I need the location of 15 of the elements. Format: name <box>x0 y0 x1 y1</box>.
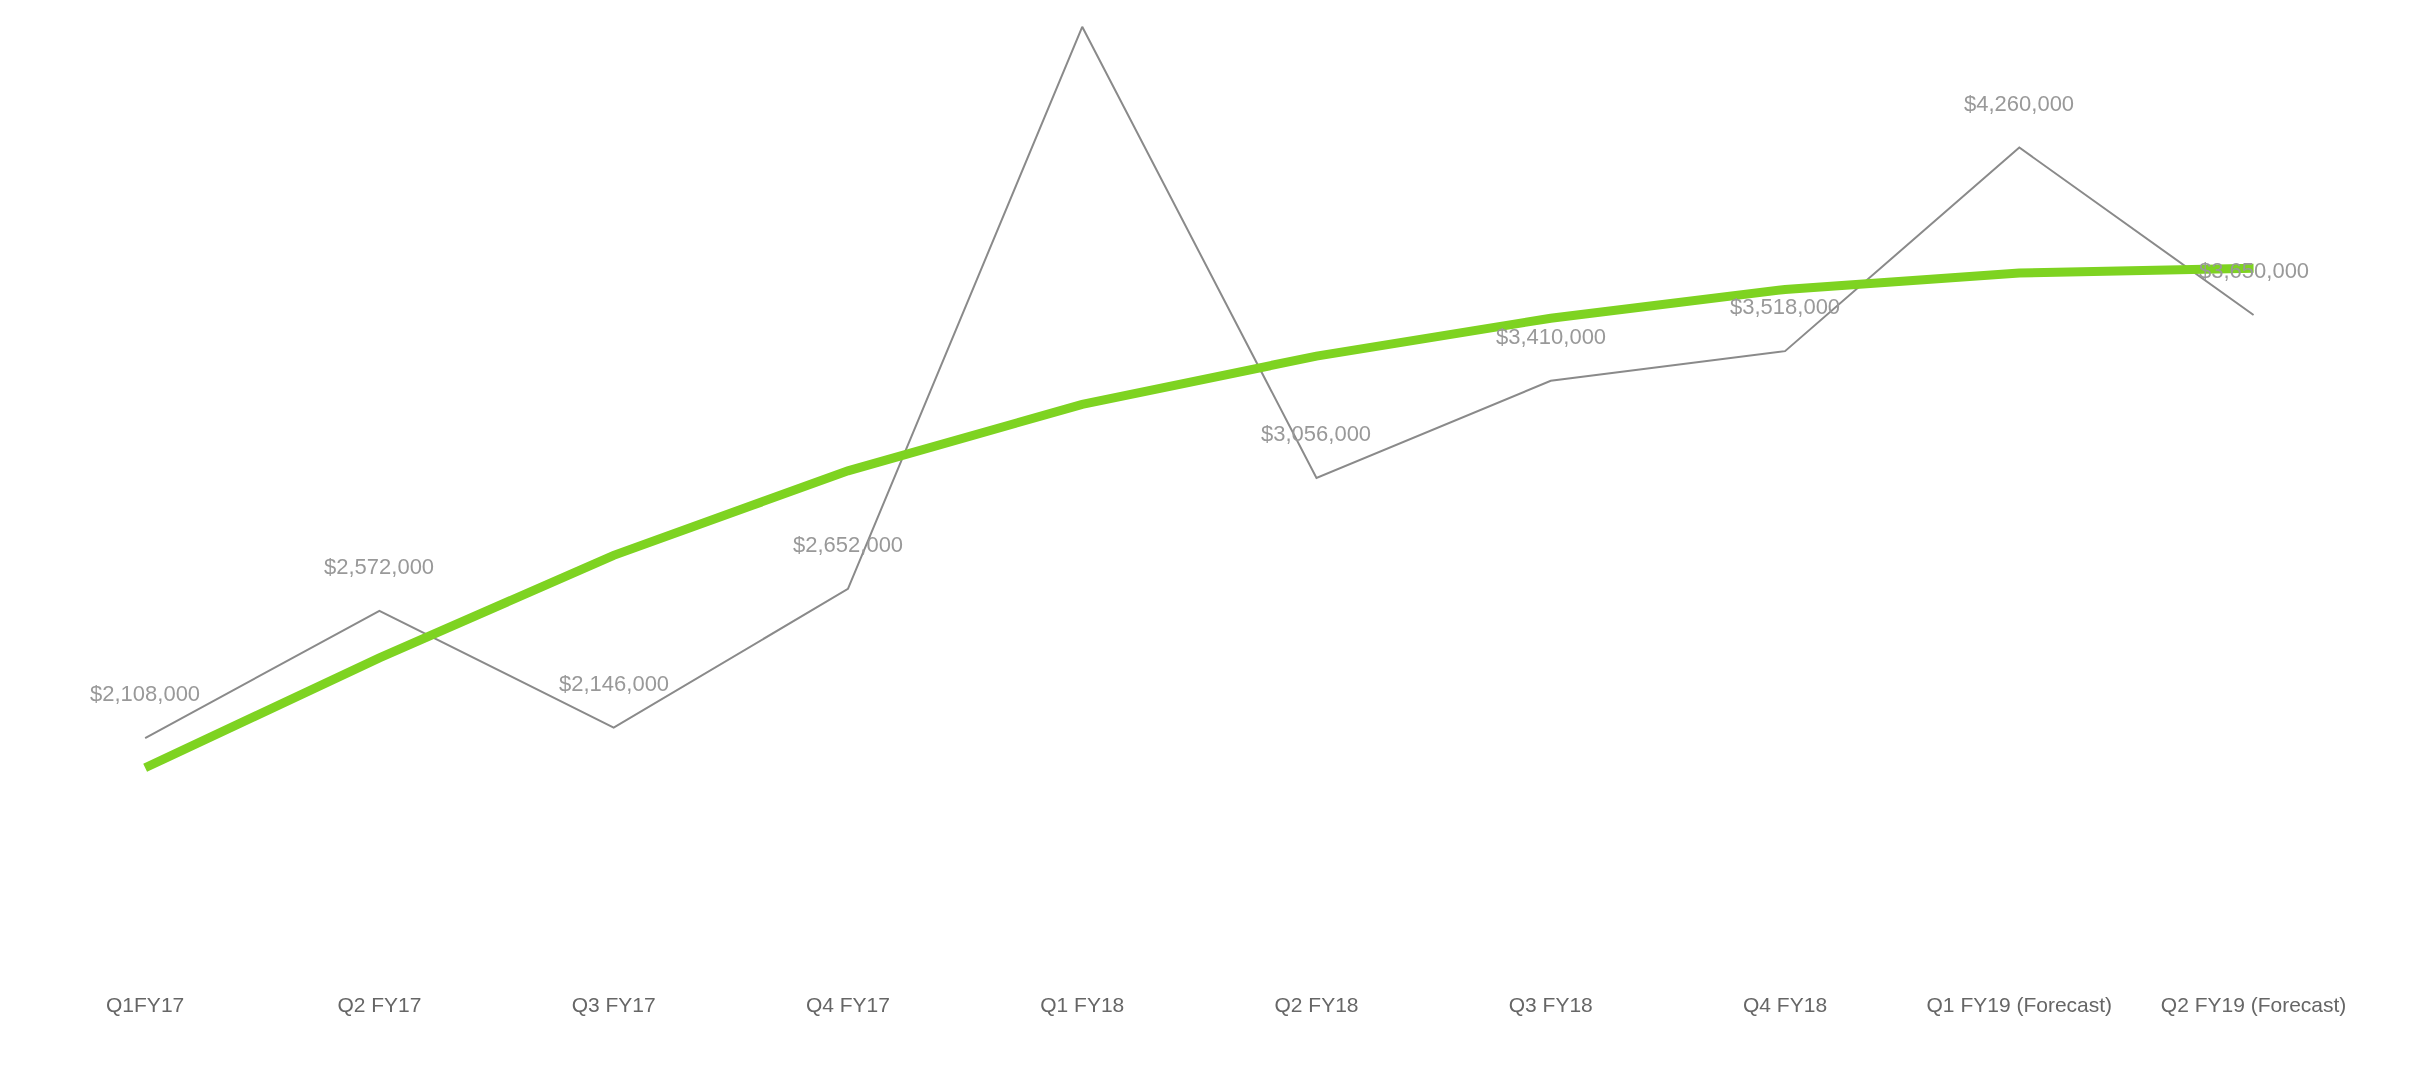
x-tick-label: Q1 FY18 <box>1040 993 1125 1016</box>
x-tick-label: Q2 FY17 <box>337 993 422 1016</box>
data-label: $2,146,000 <box>559 671 670 696</box>
x-tick-label: Q3 FY18 <box>1508 993 1593 1016</box>
x-tick-label: Q1 FY19 (Forecast) <box>1926 993 2113 1016</box>
x-tick-label: Q4 FY18 <box>1743 993 1828 1016</box>
x-tick-label: Q4 FY17 <box>805 993 890 1016</box>
x-tick-label: Q2 FY18 <box>1274 993 1359 1016</box>
data-label: $2,572,000 <box>324 554 435 579</box>
data-label: $3,410,000 <box>1496 324 1607 349</box>
x-tick-label: Q2 FY19 (Forecast) <box>2160 993 2347 1016</box>
data-label: $4,260,000 <box>1964 91 2075 116</box>
x-tick-label: Q3 FY17 <box>571 993 656 1016</box>
data-label: $2,108,000 <box>90 681 201 706</box>
x-tick-label: Q1FY17 <box>106 993 185 1016</box>
